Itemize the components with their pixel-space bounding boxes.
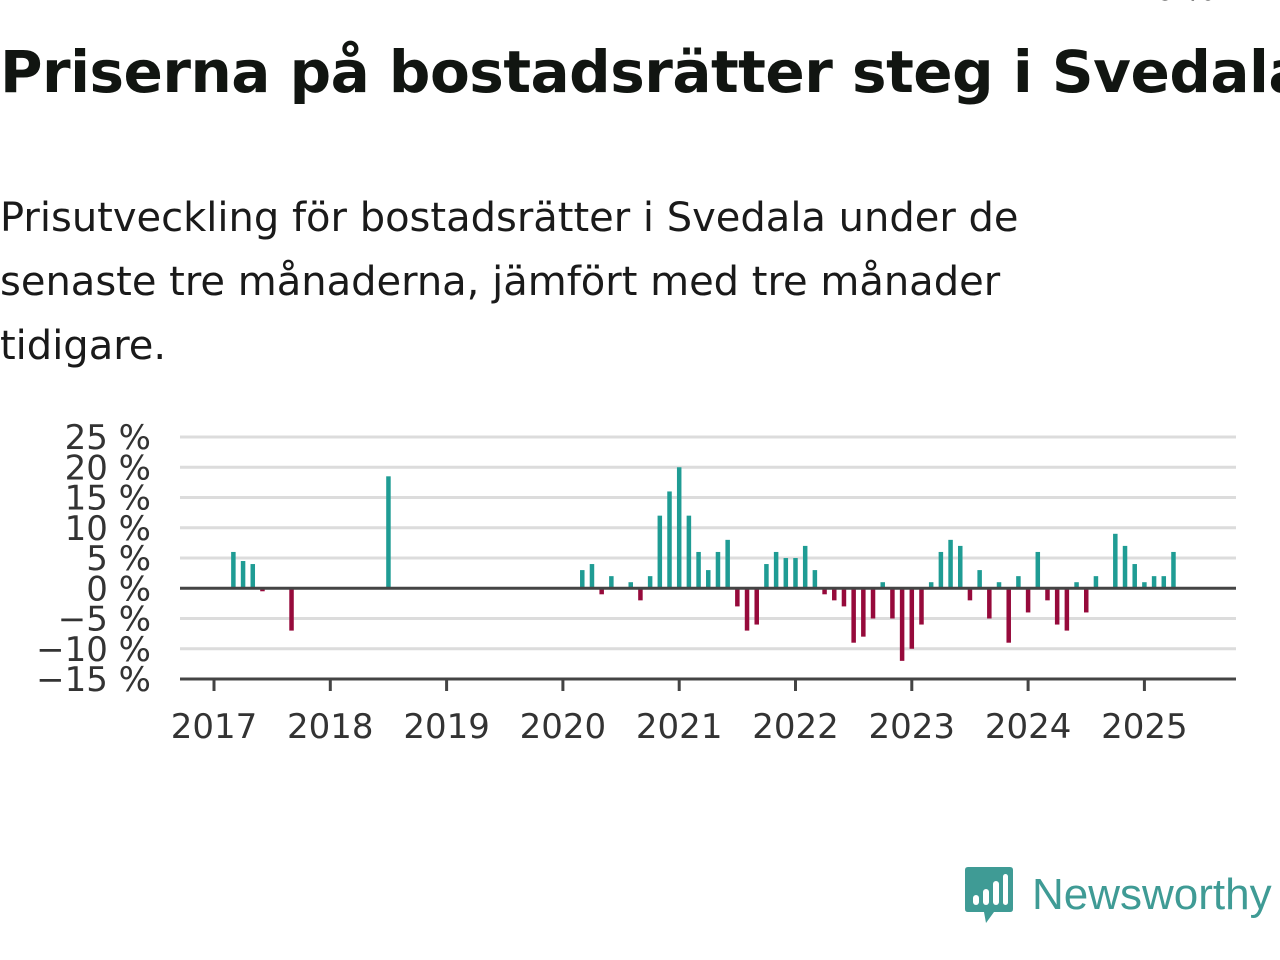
y-tick-label: 5 % — [86, 539, 151, 579]
bar — [783, 558, 789, 589]
y-tick-label: 10 % — [65, 509, 151, 549]
bar — [958, 545, 963, 589]
bar — [599, 588, 604, 595]
bar — [890, 588, 895, 619]
bar — [386, 476, 391, 589]
bar — [1035, 551, 1041, 589]
bar — [1045, 588, 1050, 601]
bar — [764, 564, 769, 589]
bar — [909, 588, 915, 649]
axes — [180, 586, 1236, 691]
chart-bubble-icon — [965, 867, 1013, 923]
bar — [580, 570, 585, 589]
bar — [967, 588, 973, 601]
bar — [1122, 545, 1128, 589]
bar — [657, 515, 663, 589]
bar — [240, 561, 246, 589]
x-tick-label: 2025 — [1101, 707, 1188, 747]
bar — [735, 588, 740, 607]
bar — [1006, 588, 1011, 643]
bar — [628, 582, 633, 589]
bar — [754, 588, 759, 625]
x-tick-labels: 2017 2018 2019 2020 2021 2022 2023 2024 2025 — [171, 707, 1188, 747]
bar — [851, 588, 856, 643]
bar — [812, 570, 818, 589]
bar — [773, 551, 779, 589]
bar — [250, 564, 256, 589]
x-tick-label: 2020 — [520, 707, 607, 747]
last-value-label: 6 % — [1154, 0, 1215, 8]
x-tick-label: 2023 — [869, 707, 956, 747]
bar — [870, 588, 876, 619]
bar — [1093, 576, 1099, 589]
bar — [996, 582, 1002, 589]
bar — [832, 588, 837, 601]
y-tick-label: 0 % — [86, 569, 151, 609]
bars — [231, 467, 1176, 661]
y-tick-label: −15 % — [36, 660, 151, 700]
grid-lines — [180, 435, 1236, 651]
bar — [1151, 576, 1157, 589]
y-tick-label: −5 % — [58, 600, 151, 640]
x-tick-label: 2019 — [403, 707, 490, 747]
bar — [231, 551, 236, 589]
newsworthy-logo: Newsworthy — [964, 864, 1272, 926]
bar — [899, 588, 905, 661]
bar — [647, 576, 653, 589]
bar — [744, 588, 750, 631]
x-tick-label: 2021 — [636, 707, 723, 747]
bar — [260, 588, 265, 592]
bar — [1074, 582, 1079, 589]
y-tick-label: 15 % — [65, 479, 151, 519]
bar — [938, 551, 944, 589]
bar — [706, 570, 711, 589]
bar — [919, 588, 924, 625]
bar — [793, 558, 798, 589]
bar — [1161, 576, 1167, 589]
bar — [861, 588, 866, 637]
bar — [1016, 576, 1021, 589]
bar — [715, 551, 721, 589]
bar — [1142, 582, 1147, 589]
chart-subtitle: Prisutveckling för bostadsrätter i Sveda… — [0, 195, 1019, 369]
brand-name: Newsworthy — [1032, 870, 1272, 919]
bar — [1113, 533, 1118, 589]
bar — [948, 539, 953, 589]
bar — [696, 551, 701, 589]
bar — [1025, 588, 1031, 613]
x-tick-label: 2018 — [287, 707, 374, 747]
bar — [977, 570, 982, 589]
bar — [1064, 588, 1070, 631]
bar — [802, 545, 808, 589]
bar — [841, 588, 847, 607]
bar — [928, 582, 934, 589]
bar — [589, 564, 595, 589]
x-tick-label: 2022 — [752, 707, 839, 747]
bar — [1084, 588, 1089, 613]
bar — [880, 582, 885, 589]
bar — [686, 515, 692, 589]
bar — [667, 491, 672, 589]
bar — [822, 588, 827, 595]
y-tick-label: 25 % — [65, 418, 151, 458]
bar — [676, 467, 682, 589]
bar-chart: −15 %−10 %−5 %0 %5 %10 %15 %20 %25 % 201… — [36, 0, 1236, 747]
bar — [1054, 588, 1060, 625]
bar — [289, 588, 294, 631]
x-tick-label: 2024 — [985, 707, 1072, 747]
x-tick-label: 2017 — [171, 707, 258, 747]
bar — [725, 539, 730, 589]
bar — [1132, 564, 1137, 589]
y-tick-label: −10 % — [36, 630, 151, 670]
y-tick-labels: −15 %−10 %−5 %0 %5 %10 %15 %20 %25 % — [36, 418, 151, 700]
bar — [987, 588, 992, 619]
bar — [638, 588, 643, 601]
bar — [1171, 551, 1176, 589]
bar — [609, 576, 614, 589]
y-tick-label: 20 % — [65, 448, 151, 488]
chart-title: Priserna på bostadsrätter steg i Svedala — [0, 38, 1280, 106]
